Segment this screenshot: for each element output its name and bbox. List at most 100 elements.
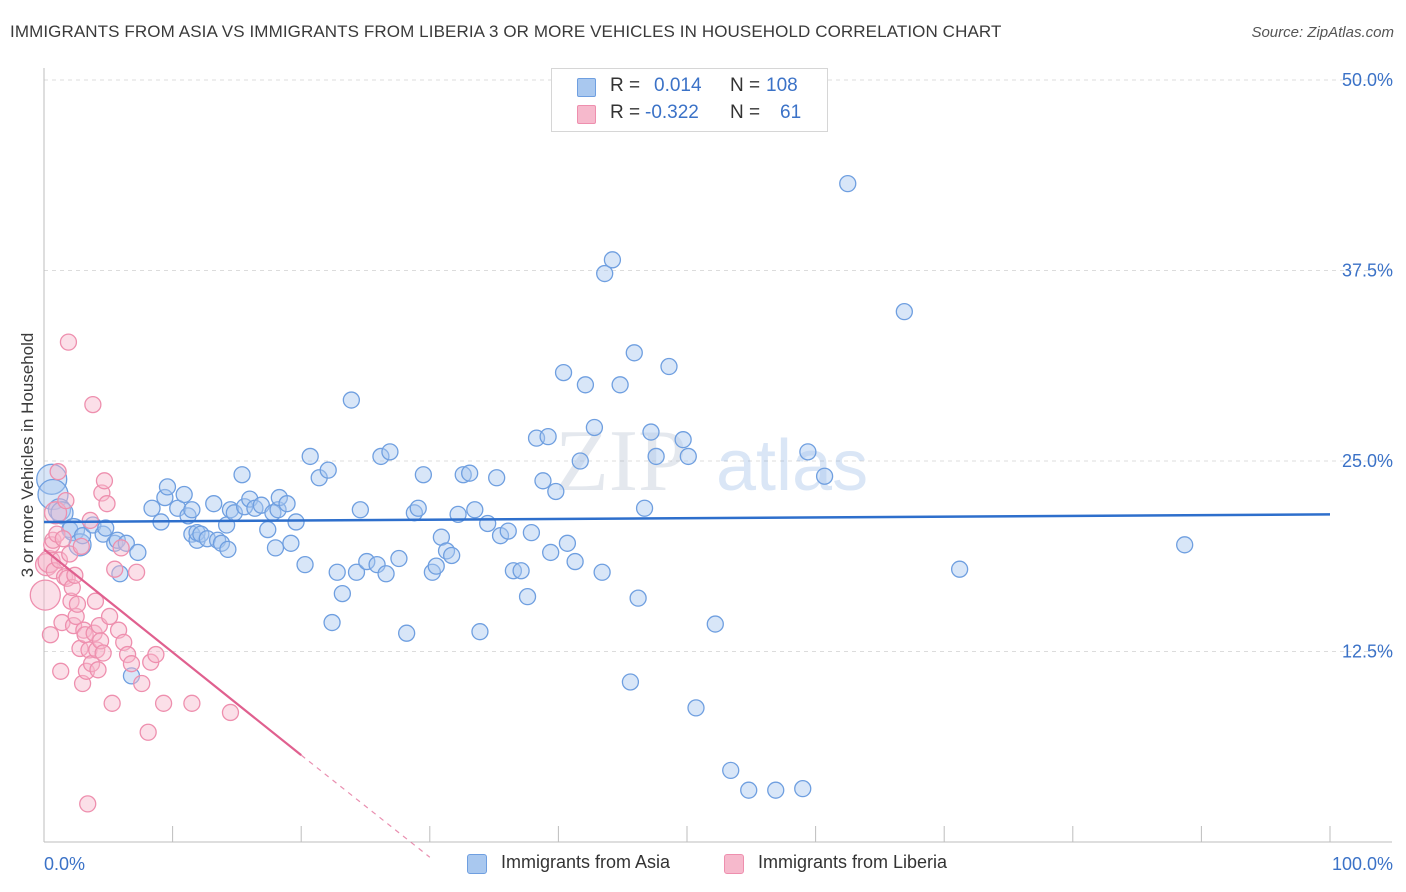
- asia-point-121: [895, 302, 913, 321]
- asia-point-59: [351, 501, 370, 519]
- x-tick-label-max: 100.0%: [1332, 854, 1393, 874]
- asia-point-123: [1176, 536, 1194, 554]
- asia-point-119: [815, 467, 834, 485]
- asia-n-label: N =: [730, 75, 761, 96]
- asia-point-68: [409, 499, 427, 517]
- asia-point-66: [398, 624, 416, 642]
- asia-point-96: [571, 452, 589, 470]
- liberia-point-53: [122, 655, 141, 673]
- liberia-point-55: [133, 674, 151, 693]
- asia-point-77: [461, 464, 479, 482]
- x-tick-label-min: 0.0%: [44, 854, 85, 874]
- liberia-point-0: [29, 579, 61, 611]
- asia-point-79: [471, 623, 489, 641]
- liberia-point-13: [54, 530, 72, 548]
- asia-point-120: [839, 174, 857, 193]
- y-tick-label-1: 25.0%: [1342, 451, 1393, 471]
- asia-point-47: [278, 495, 296, 513]
- asia-point-112: [687, 699, 705, 717]
- trend-lines: [43, 513, 1331, 858]
- liberia-swatch: [577, 105, 596, 124]
- asia-point-114: [722, 761, 740, 780]
- watermark: ZIP atlas: [555, 413, 868, 510]
- asia-point-56: [333, 584, 352, 603]
- liberia-n-label: N =: [730, 102, 761, 123]
- asia-point-102: [611, 376, 629, 394]
- asia-point-37: [233, 466, 251, 484]
- asia-point-118: [799, 443, 817, 461]
- bottom-asia-swatch: [467, 854, 487, 874]
- asia-point-60: [358, 552, 376, 571]
- liberia-point-6: [45, 562, 63, 580]
- asia-trend-line: [43, 513, 1331, 524]
- asia-point-58: [347, 563, 366, 581]
- liberia-points: [29, 333, 240, 813]
- asia-point-97: [576, 376, 595, 394]
- liberia-r-label: R =: [610, 102, 641, 123]
- asia-point-94: [558, 534, 577, 552]
- liberia-r-value: -0.322: [645, 102, 699, 123]
- asia-r-value: 0.014: [654, 75, 702, 96]
- asia-point-122: [950, 560, 969, 578]
- asia-r-label: R =: [610, 75, 641, 96]
- asia-point-19: [156, 488, 174, 507]
- asia-point-51: [301, 447, 319, 466]
- asia-point-91: [542, 543, 560, 562]
- asia-point-48: [282, 534, 300, 552]
- liberia-trend-extension: [300, 754, 431, 858]
- asia-point-108: [647, 447, 665, 466]
- asia-point-90: [539, 427, 557, 446]
- liberia-point-47: [103, 694, 121, 712]
- asia-point-80: [479, 514, 497, 533]
- liberia-point-11: [52, 662, 70, 680]
- liberia-point-37: [86, 592, 105, 610]
- asia-point-10: [97, 519, 115, 537]
- asia-point-103: [625, 344, 643, 362]
- watermark-zip: ZIP: [555, 413, 687, 510]
- asia-point-50: [296, 555, 314, 574]
- tick-labels: 12.5% 25.0% 37.5% 50.0% 0.0% 100.0%: [44, 70, 1393, 874]
- asia-point-62: [372, 447, 390, 466]
- liberia-point-3: [41, 626, 60, 644]
- liberia-point-17: [59, 333, 78, 351]
- asia-point-76: [454, 466, 472, 484]
- liberia-point-44: [95, 472, 114, 490]
- liberia-point-31: [79, 795, 97, 813]
- asia-point-89: [534, 472, 552, 490]
- liberia-point-39: [89, 661, 107, 679]
- asia-point-15: [129, 543, 147, 562]
- asia-point-113: [706, 615, 724, 633]
- liberia-n-value: 61: [780, 102, 802, 123]
- asia-point-49: [287, 513, 305, 531]
- liberia-point-9: [49, 463, 67, 481]
- bottom-asia-label: Immigrants from Asia: [501, 852, 671, 872]
- y-tick-label-0: 12.5%: [1342, 642, 1393, 662]
- liberia-point-15: [57, 491, 75, 510]
- asia-point-107: [642, 423, 660, 441]
- liberia-point-58: [147, 645, 165, 664]
- liberia-point-59: [154, 694, 173, 712]
- asia-point-65: [390, 549, 408, 568]
- asia-points: [36, 174, 1194, 799]
- asia-point-104: [621, 673, 640, 691]
- liberia-point-46: [100, 607, 119, 626]
- asia-point-92: [547, 482, 565, 501]
- axes: [43, 68, 1392, 843]
- asia-point-111: [679, 447, 697, 466]
- asia-point-3: [50, 501, 74, 525]
- liberia-point-50: [112, 539, 130, 557]
- asia-point-32: [212, 534, 231, 552]
- liberia-point-48: [106, 560, 124, 578]
- y-tick-label-3: 50.0%: [1342, 70, 1393, 90]
- asia-point-99: [593, 563, 611, 581]
- liberia-point-54: [127, 563, 146, 581]
- asia-point-110: [674, 431, 692, 449]
- asia-point-116: [767, 781, 785, 799]
- liberia-point-45: [98, 495, 116, 513]
- asia-point-20: [158, 478, 177, 496]
- asia-n-value: 108: [766, 75, 798, 96]
- asia-point-71: [427, 557, 445, 575]
- asia-point-30: [205, 495, 223, 513]
- correlation-legend: R = 0.014 N = 108 R = -0.322 N = 61: [551, 68, 828, 132]
